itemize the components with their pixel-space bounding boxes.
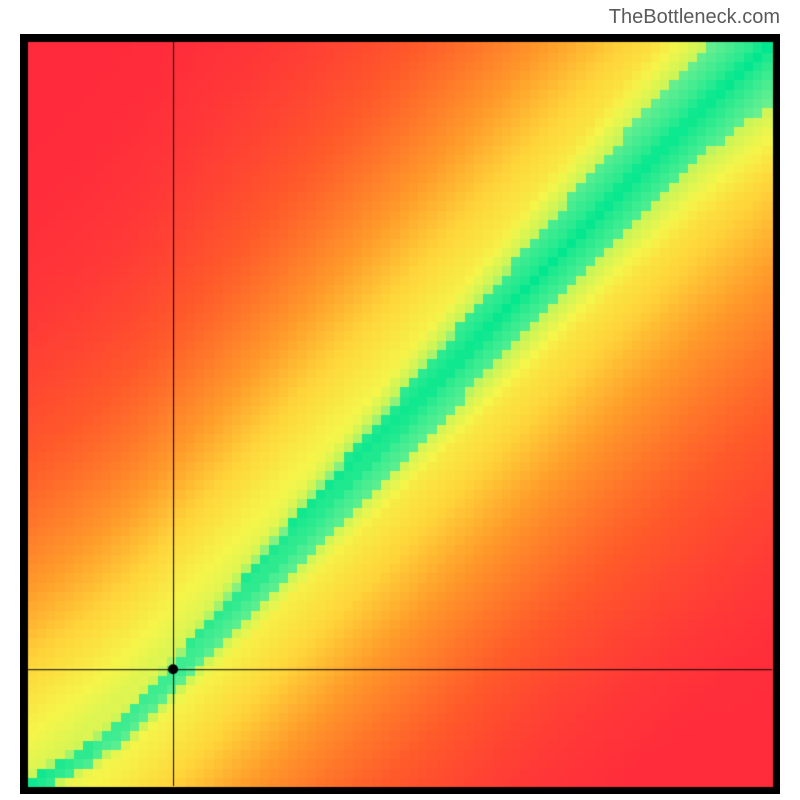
crosshair-overlay [20,34,780,794]
watermark-text: TheBottleneck.com [609,6,780,29]
chart-container: TheBottleneck.com [0,0,800,800]
heatmap-plot [20,34,780,794]
